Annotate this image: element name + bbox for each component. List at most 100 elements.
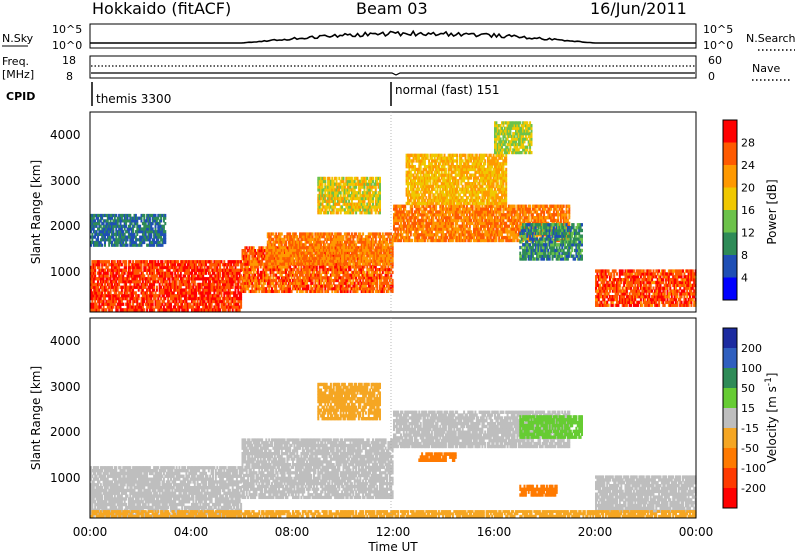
power-cells-cell [118,260,121,264]
power-cells-cell [122,260,125,264]
power-cells-cell [125,285,128,289]
power-cells-cell [150,308,153,312]
power-cells-cell [94,299,97,304]
power-cells-cell [174,308,177,312]
cpid-segment-2: normal (fast) 151 [395,83,499,97]
power-cells-cell [195,271,198,275]
power-cells-cell [376,281,379,285]
power-cells-cell [104,296,106,301]
power-cells-cell [155,299,158,304]
power-cells-cell [111,280,113,284]
power-cells-cell [94,263,97,267]
power-cells-cell [165,260,168,264]
power-cells-cell [203,288,206,292]
power-cells-cell [129,296,132,301]
power-cells-cell [186,271,189,275]
power-cells-cell [191,288,193,292]
power-cells-cell [182,263,185,267]
power-cells-cell [391,278,394,283]
power-cells-cell [193,308,196,312]
power-cells-cell [113,280,116,284]
power-cells-cell [116,305,119,309]
power-cells-cell [185,265,188,270]
power-cells-cell [125,265,128,270]
power-cells-cell [172,285,175,289]
power-cells-cell [423,238,426,243]
power-cells-cell [134,265,137,270]
power-cells-cell [146,268,149,272]
power-cells-cell [130,271,133,275]
power-cells-cell [151,308,154,312]
power-cells-cell [99,291,102,295]
power-cells-cell [155,285,158,289]
power-cells-cell [99,294,102,298]
power-cells-cell [162,291,165,295]
power-cells-cell [104,260,106,264]
power-cells-cell [193,268,196,272]
power-cells-cell [136,274,139,278]
power-cells-cell [161,280,164,284]
power-cells-cell [198,302,200,306]
power-cells-cell [105,299,108,304]
power-cells-cell [140,305,143,309]
power-cells-cell [192,260,195,264]
power-cells-cell [172,282,175,287]
power-cells-cell [91,302,94,306]
power-cells-cell [97,271,99,275]
power-cells-cell [172,296,175,301]
power-cells-cell [178,294,181,298]
power-cells-cell [178,296,181,301]
power-cells-cell [130,308,133,312]
power-cells-cell [179,291,182,295]
power-cells-cell [127,294,130,298]
power-cells-cell [192,299,195,304]
power-cells-cell [179,288,182,292]
power-cells-cell [189,302,192,306]
power-cells-cell [185,294,188,298]
power-cells-cell [150,260,153,264]
power-cells-cell [123,277,126,281]
power-cells-cell [177,268,179,272]
power-cells-cell [92,277,95,281]
power-cells-cell [140,271,143,275]
power-cells-cell [143,285,146,289]
power-cells-cell [108,277,111,281]
power-cells-cell [126,277,129,281]
power-cells-cell [99,280,102,284]
power-cells-cell [182,260,185,264]
power-cells-cell [132,260,135,264]
power-cells-cell [101,263,104,267]
power-cells-cell [139,308,142,312]
power-cells-cell [179,302,182,306]
power-cells-cell [116,260,119,264]
power-cells-cell [119,308,122,312]
power-cells-cell [112,271,115,275]
power-cells-cell [92,291,95,295]
power-cells-cell [127,308,130,312]
power-cells-cell [174,296,177,301]
power-cells-cell [132,285,135,289]
power-cells-cell [106,274,109,278]
power-cells-cell [170,260,172,264]
power-cells-cell [193,265,196,270]
power-cells-cell [155,302,158,306]
power-cells-cell [109,296,112,301]
power-cells-cell [104,271,106,275]
power-cells-cell [147,302,150,306]
power-cells-cell [94,282,97,287]
power-cells-cell [182,288,185,292]
power-cells-cell [185,288,188,292]
power-cells-cell [113,265,116,270]
power-cells-cell [116,263,119,267]
power-cells-cell [191,299,193,304]
power-cells-cell [157,299,160,304]
power-cells-cell [125,288,128,292]
power-cells-cell [113,288,116,292]
power-cells-cell [160,274,163,278]
power-cells-cell [144,296,147,301]
power-cells-cell [153,268,156,272]
power-cells-cell [92,305,95,309]
power-cells-cell [199,294,202,298]
power-cells-cell [185,291,188,295]
power-cells-cell [144,282,147,287]
